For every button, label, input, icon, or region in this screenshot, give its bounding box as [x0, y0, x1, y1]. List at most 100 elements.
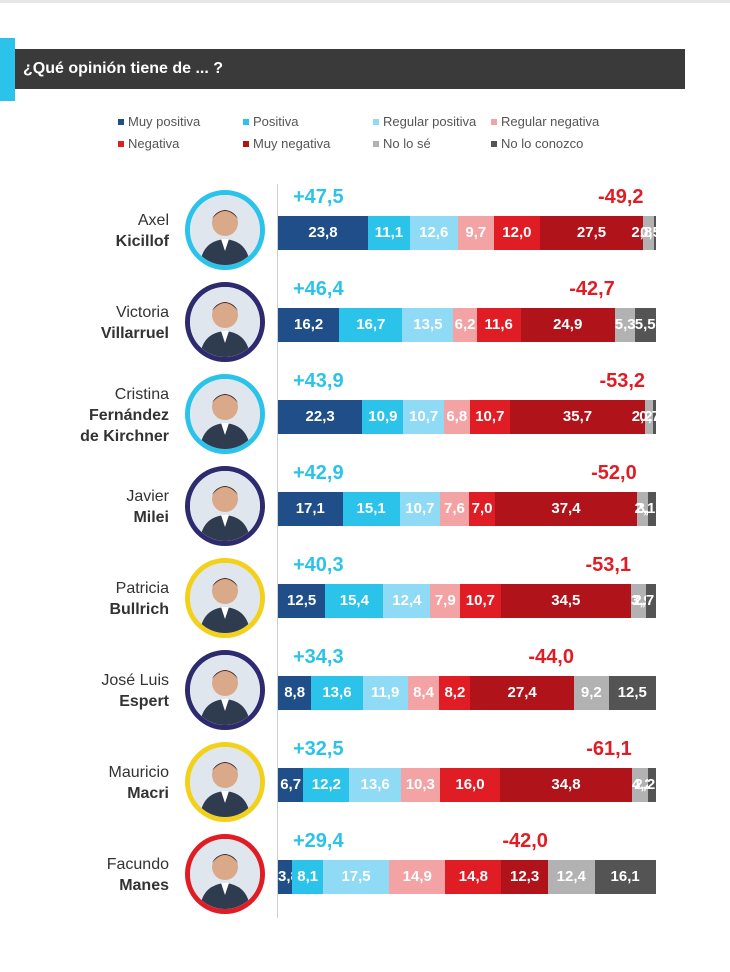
bar-segment: 6,8	[443, 400, 470, 434]
person-photo-icon	[185, 282, 265, 362]
candidate-last-name-2: de Kirchner	[80, 428, 169, 445]
stacked-bar: 17,115,110,77,67,037,43,02,1	[278, 492, 658, 526]
bar-segment: 16,7	[339, 308, 403, 342]
positive-total-label: +34,3	[293, 646, 344, 668]
legend-swatch	[373, 118, 379, 125]
legend-swatch	[118, 140, 124, 147]
bar-segment: 23,8	[278, 216, 368, 250]
candidate-row: José Luis Espert +34,3 -44,0 8,8 13,6 11,9 8,4 8…	[0, 646, 730, 736]
bar-segment: 12,6	[409, 216, 458, 250]
bar-segment: 17,5	[322, 860, 390, 894]
bar-segment: 9,7	[457, 216, 495, 250]
candidate-row: Mauricio Macri +32,5 -61,1 6,7 12,2 13,6 10,3 16…	[0, 738, 730, 828]
candidate-first-name: Cristina	[114, 386, 169, 403]
bar-segment: 10,9	[362, 400, 404, 434]
candidate-first-name: Javier	[126, 488, 169, 505]
bar-segment: 16,0	[439, 768, 501, 802]
stacked-bar: 6,712,213,610,316,034,84,22,2	[278, 768, 656, 802]
legend-swatch	[118, 118, 124, 125]
bar-segment: 12,5	[608, 676, 656, 710]
bar-segment: 3,8	[278, 860, 299, 894]
positive-total-label: +47,5	[293, 186, 344, 208]
candidate-first-name: José Luis	[101, 672, 169, 689]
bar-segment: 12,3	[501, 860, 548, 894]
person-photo-icon	[185, 650, 265, 730]
bar-segment: 22,3	[278, 400, 363, 434]
candidate-last-name: Bullrich	[109, 601, 169, 618]
bar-segment: 10,7	[460, 584, 501, 618]
title-accent-bar	[0, 38, 15, 101]
positive-total-label: +46,4	[293, 278, 344, 300]
candidate-row: Axel Kicillof +47,5 -49,2 23,8 11,1 12,6 9,7 12,…	[0, 186, 730, 276]
bar-segment: 5,5	[634, 308, 656, 342]
negative-total-label: -44,0	[528, 646, 574, 668]
candidate-row: Javier Milei +42,9 -52,0 17,1 15,1 10,7 7,6 7,0 3…	[0, 462, 730, 552]
bar-segment: 12,0	[494, 216, 540, 250]
candidate-first-name: Patricia	[115, 580, 169, 597]
candidate-first-name: Axel	[137, 212, 169, 229]
bar-segment: 27,4	[470, 676, 574, 710]
bar-segment: 11,6	[476, 308, 521, 342]
legend-item: Negativa	[118, 136, 179, 151]
stacked-bar: 23,811,112,69,712,027,52,80,5	[278, 216, 661, 250]
candidate-name: Cristina Fernández de Kirchner	[80, 384, 169, 447]
person-photo-icon	[185, 742, 265, 822]
bar-segment: 15,4	[325, 584, 384, 618]
legend-swatch	[491, 118, 497, 125]
bar-segment: 11,9	[362, 676, 408, 710]
legend-label: Muy positiva	[128, 114, 201, 129]
bar-segment: 8,2	[439, 676, 471, 710]
legend-item: Regular positiva	[373, 114, 476, 129]
axis-baseline	[277, 184, 278, 918]
candidate-first-name: Mauricio	[108, 764, 169, 781]
bar-segment: 2,1	[635, 492, 656, 526]
stacked-bar: 22,310,910,76,810,735,72,20,7	[278, 400, 660, 434]
legend-label: Positiva	[253, 114, 299, 129]
bar-segment: 13,6	[349, 768, 401, 802]
bar-segment: 24,9	[520, 308, 615, 342]
candidate-first-name: Facundo	[106, 856, 169, 873]
bar-segment: 2,8	[631, 216, 655, 250]
candidate-last-name: Manes	[119, 877, 169, 894]
candidate-name: Facundo Manes	[107, 854, 169, 896]
candidate-name: Mauricio Macri	[109, 762, 169, 804]
candidate-last-name: Macri	[127, 785, 169, 802]
legend-swatch	[243, 140, 249, 147]
negative-total-label: -53,2	[599, 370, 646, 392]
negative-total-label: -61,1	[586, 738, 632, 760]
person-photo-icon	[185, 834, 265, 914]
candidate-name: Axel Kicillof	[116, 210, 169, 252]
bar-segment: 4,2	[631, 768, 653, 802]
bar-segment: 34,5	[500, 584, 632, 618]
chart-title: ¿Qué opinión tiene de ... ?	[15, 49, 685, 89]
negative-total-label: -49,2	[597, 186, 644, 208]
legend-item: Muy negativa	[243, 136, 330, 151]
bar-segment: 35,7	[510, 400, 645, 434]
bar-segment: 2,7	[633, 584, 656, 618]
candidate-row: Patricia Bullrich +40,3 -53,1 12,5 15,4 12,4 7,…	[0, 554, 730, 644]
bar-segment: 10,7	[399, 492, 441, 526]
positive-total-label: +43,9	[293, 370, 344, 392]
candidate-name: Javier Milei	[126, 486, 169, 528]
positive-total-label: +42,9	[293, 462, 344, 484]
bar-segment: 12,4	[547, 860, 595, 894]
legend-item: Muy positiva	[118, 114, 200, 129]
positive-total-label: +40,3	[293, 554, 344, 576]
bar-segment: 7,0	[468, 492, 496, 526]
bar-segment: 16,1	[594, 860, 656, 894]
candidate-name: José Luis Espert	[101, 670, 169, 712]
legend-swatch	[491, 140, 497, 147]
candidate-row: Facundo Manes +29,4 -42,0 3,8 8,1 17,5 14,9 14,8…	[0, 830, 730, 920]
bar-segment: 34,8	[500, 768, 632, 802]
person-photo-icon	[185, 190, 265, 270]
legend-item: No lo conozco	[491, 136, 583, 151]
negative-total-label: -52,0	[591, 462, 637, 484]
candidate-row: Victoria Villarruel +46,4 -42,7 16,2 16,7 13,5…	[0, 278, 730, 368]
candidate-last-name: Kicillof	[115, 233, 169, 250]
negative-total-label: -42,0	[502, 830, 548, 852]
stacked-bar: 3,8 8,1 17,5 14,9 14,8 12,3 12,4 16,1	[278, 860, 656, 894]
bar-segment: 5,3	[614, 308, 636, 342]
bar-segment: 10,7	[469, 400, 511, 434]
bar-segment: 27,5	[539, 216, 644, 250]
bar-segment: 17,1	[278, 492, 343, 526]
